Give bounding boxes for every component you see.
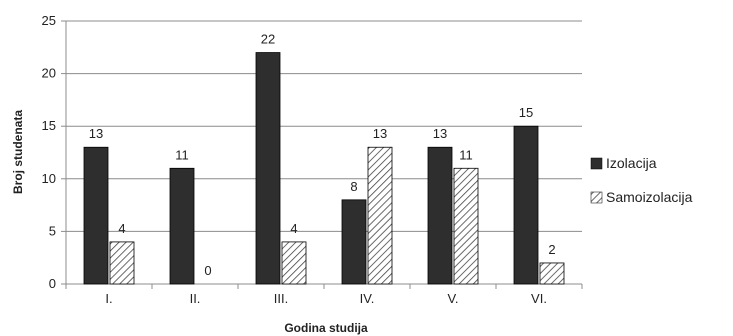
bars xyxy=(83,52,565,285)
gridlines xyxy=(66,20,582,232)
bar-izolacija xyxy=(83,146,109,285)
data-label: 0 xyxy=(204,263,211,278)
x-tick-label: V. xyxy=(447,291,458,306)
data-label: 13 xyxy=(433,126,447,141)
data-label: 13 xyxy=(89,126,103,141)
x-tick-label: VI. xyxy=(531,291,547,306)
bar-izolacija xyxy=(513,125,539,285)
y-tick-label: 5 xyxy=(49,223,56,238)
bar-izolacija xyxy=(255,52,281,285)
data-label: 11 xyxy=(459,147,473,162)
y-tick-label: 10 xyxy=(42,171,56,186)
legend: Izolacija Samoizolacija xyxy=(590,155,693,205)
data-label: 15 xyxy=(519,105,533,120)
bar-samoizolacija xyxy=(109,241,135,285)
y-axis-title: Broj studenata xyxy=(11,110,25,194)
y-tick-label: 0 xyxy=(49,276,56,291)
data-label: 4 xyxy=(118,221,125,236)
legend-swatch-izolacija xyxy=(590,157,603,170)
bar-izolacija xyxy=(341,199,367,285)
bar-samoizolacija xyxy=(539,262,565,285)
data-label: 22 xyxy=(261,32,275,47)
bar-samoizolacija xyxy=(453,167,479,285)
y-tick-label: 15 xyxy=(42,118,56,133)
bar-izolacija xyxy=(169,167,195,285)
x-tick-label: IV. xyxy=(360,291,375,306)
tick-labels: 0 5 10 15 20 25 I. II. III. IV. V. VI. xyxy=(42,13,547,306)
y-tick-label: 20 xyxy=(42,66,56,81)
x-tick-label: I. xyxy=(105,291,112,306)
data-label: 8 xyxy=(350,179,357,194)
data-label: 2 xyxy=(548,242,555,257)
x-axis-title: Godina studija xyxy=(284,321,368,335)
bar-samoizolacija xyxy=(367,146,393,285)
y-tick-label: 25 xyxy=(42,13,56,28)
bar-samoizolacija xyxy=(281,241,307,285)
legend-label-samoizolacija: Samoizolacija xyxy=(606,189,693,205)
x-tick-label: III. xyxy=(274,291,288,306)
legend-swatch-samoizolacija xyxy=(590,191,603,204)
bar-izolacija xyxy=(427,146,453,285)
data-label: 4 xyxy=(290,221,297,236)
data-labels: 13 4 11 0 22 4 8 13 13 11 15 2 xyxy=(89,32,556,278)
x-tick-label: II. xyxy=(190,291,201,306)
data-label: 13 xyxy=(373,126,387,141)
data-label: 11 xyxy=(175,147,189,162)
axes xyxy=(61,20,583,289)
legend-label-izolacija: Izolacija xyxy=(606,155,657,171)
